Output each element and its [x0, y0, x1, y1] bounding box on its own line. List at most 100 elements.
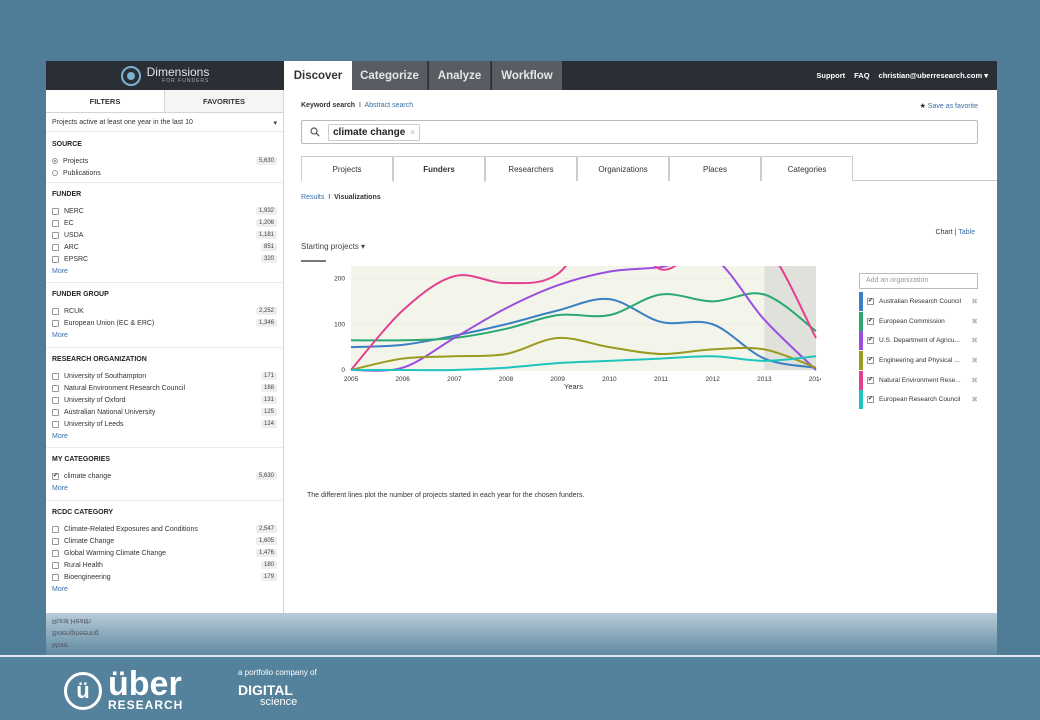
checkbox[interactable]	[52, 408, 59, 416]
tab-places[interactable]: Places	[669, 156, 761, 181]
more-link[interactable]: More	[52, 268, 68, 275]
brand-logo[interactable]: Dimensions FOR FUNDERS	[46, 61, 284, 90]
count-badge: 168	[260, 384, 277, 392]
remove-icon[interactable]: ✖	[971, 316, 978, 326]
checkbox[interactable]	[52, 243, 59, 251]
list-item[interactable]: Projects 5,630	[52, 155, 277, 167]
legend-checkbox[interactable]: ✔	[867, 337, 874, 345]
legend-item[interactable]: ✔ Australian Research Council ✖	[859, 292, 978, 312]
checkbox[interactable]	[52, 549, 59, 557]
checkbox-checked[interactable]: ✔	[52, 472, 59, 480]
list-item[interactable]: University of Oxford 131	[52, 394, 277, 406]
legend-checkbox[interactable]: ✔	[867, 376, 874, 384]
list-item[interactable]: Natural Environment Research Council 168	[52, 382, 277, 394]
checkbox[interactable]	[52, 231, 59, 239]
support-link[interactable]: Support	[816, 71, 846, 80]
list-item[interactable]: USDA 1,181	[52, 229, 277, 241]
nav-tab-analyze[interactable]: Analyze	[429, 61, 491, 90]
legend-checkbox[interactable]: ✔	[867, 396, 874, 404]
checkbox[interactable]	[52, 561, 59, 569]
visualizations-link[interactable]: Visualizations	[334, 194, 381, 201]
remove-icon[interactable]: ✖	[971, 297, 978, 307]
checkbox[interactable]	[52, 255, 59, 263]
checkbox[interactable]	[52, 420, 59, 428]
list-item[interactable]: Australian National University 125	[52, 406, 277, 418]
legend-item[interactable]: ✔ European Research Council ✖	[859, 390, 978, 410]
checkbox[interactable]	[52, 525, 59, 533]
count-badge: 5,630	[255, 472, 277, 480]
list-item[interactable]: Climate Change 1,605	[52, 535, 277, 547]
list-item[interactable]: EPSRC 320	[52, 253, 277, 265]
radio[interactable]	[52, 158, 58, 164]
list-item[interactable]: NERC 1,932	[52, 205, 277, 217]
checkbox[interactable]	[52, 396, 59, 404]
tab-projects[interactable]: Projects	[301, 156, 393, 181]
legend-checkbox[interactable]: ✔	[867, 357, 874, 365]
list-item[interactable]: ARC 851	[52, 241, 277, 253]
checkbox[interactable]	[52, 319, 59, 327]
legend-item[interactable]: ✔ European Commission ✖	[859, 311, 978, 332]
keyword-search-link[interactable]: Keyword search	[301, 102, 356, 109]
checkbox[interactable]	[52, 384, 59, 392]
faq-link[interactable]: FAQ	[854, 71, 870, 80]
tab-favorites[interactable]: FAVORITES	[165, 90, 283, 112]
radio[interactable]	[52, 170, 58, 176]
separator: I	[358, 102, 361, 109]
checkbox[interactable]	[52, 219, 59, 227]
period-select[interactable]: Projects active at least one year in the…	[46, 114, 283, 132]
list-item[interactable]: EC 1,206	[52, 217, 277, 229]
list-item[interactable]: University of Leeds 124	[52, 418, 277, 430]
close-icon[interactable]: ×	[410, 127, 415, 137]
list-item[interactable]: Global Warming Climate Change 1,476	[52, 547, 277, 559]
legend-item[interactable]: ✔ Engineering and Physical ... ✖	[859, 351, 978, 371]
remove-icon[interactable]: ✖	[971, 356, 978, 366]
tab-categories[interactable]: Categories	[761, 156, 853, 181]
metric-dropdown[interactable]: Starting projects ▾	[301, 242, 366, 251]
more-link[interactable]: More	[52, 586, 68, 593]
abstract-search-link[interactable]: Abstract search	[364, 102, 414, 109]
legend-item[interactable]: ✔ Natural Environment Rese... ✖	[859, 370, 978, 390]
more-link[interactable]: More	[52, 332, 68, 339]
checkbox[interactable]	[52, 537, 59, 545]
list-item[interactable]: University of Southampton 171	[52, 370, 277, 382]
remove-icon[interactable]: ✖	[971, 336, 978, 346]
list-item[interactable]: European Union (EC & ERC) 1,346	[52, 317, 277, 329]
results-link[interactable]: Results	[301, 194, 325, 201]
legend-checkbox[interactable]: ✔	[867, 298, 874, 306]
list-item[interactable]: Publications	[52, 167, 277, 179]
checkbox[interactable]	[52, 573, 59, 581]
search-input[interactable]: climate change ×	[301, 120, 978, 144]
legend-label: European Commission	[879, 317, 945, 325]
list-item[interactable]: Rural Health 180	[52, 559, 277, 571]
nav-tab-discover[interactable]: Discover	[284, 61, 352, 90]
chart-toggle[interactable]: Chart	[935, 229, 953, 236]
add-organization-input[interactable]: Add an organization	[859, 273, 978, 289]
series-line-2	[350, 292, 817, 342]
nav-tab-workflow[interactable]: Workflow	[492, 61, 562, 90]
list-item[interactable]: Bioengineering 179	[52, 571, 277, 583]
tab-researchers[interactable]: Researchers	[485, 156, 577, 181]
remove-icon[interactable]: ✖	[971, 375, 978, 385]
checkbox[interactable]	[52, 207, 59, 215]
checkbox[interactable]	[52, 307, 59, 315]
app-window: Dimensions FOR FUNDERS Discover Categoriz…	[46, 61, 997, 613]
count-badge: 1,346	[255, 319, 277, 327]
legend-checkbox[interactable]: ✔	[867, 317, 874, 325]
remove-icon[interactable]: ✖	[971, 395, 978, 405]
list-item[interactable]: RCUK 2,252	[52, 305, 277, 317]
table-toggle[interactable]: Table	[958, 229, 975, 236]
more-link[interactable]: More	[52, 433, 68, 440]
tab-funders[interactable]: Funders	[393, 156, 485, 182]
list-item[interactable]: ✔ climate change 5,630	[52, 470, 277, 482]
query-chip[interactable]: climate change ×	[328, 123, 420, 141]
nav-tab-categorize[interactable]: Categorize	[352, 61, 428, 90]
more-link[interactable]: More	[52, 485, 68, 492]
legend-swatch	[859, 390, 863, 410]
checkbox[interactable]	[52, 372, 59, 380]
save-favorite-button[interactable]: ★ Save as favorite	[920, 102, 978, 110]
tab-organizations[interactable]: Organizations	[577, 156, 669, 181]
user-menu[interactable]: christian@uberresearch.com ▾	[878, 71, 988, 80]
legend-item[interactable]: ✔ U.S. Department of Agricu... ✖	[859, 331, 978, 351]
tab-filters[interactable]: FILTERS	[46, 90, 165, 112]
list-item[interactable]: Climate-Related Exposures and Conditions…	[52, 523, 277, 535]
